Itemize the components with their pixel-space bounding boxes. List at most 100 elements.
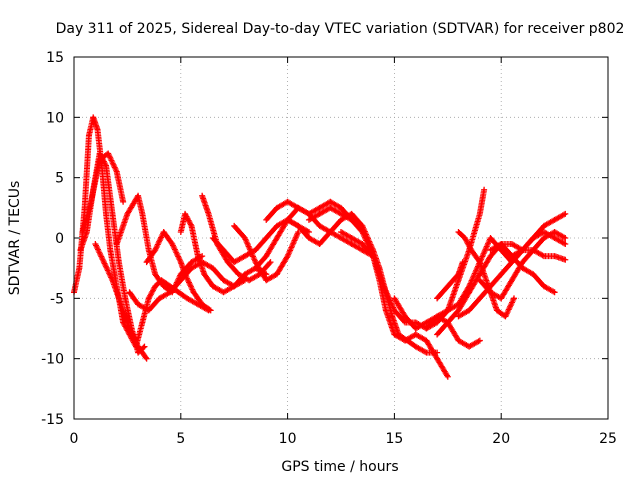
data-point xyxy=(423,337,430,344)
data-point xyxy=(145,247,152,254)
data-point xyxy=(468,247,475,254)
trail-point xyxy=(472,269,479,276)
y-tick-label: 15 xyxy=(46,50,64,66)
trail-point xyxy=(290,240,297,247)
trail-point xyxy=(361,234,368,241)
data-point xyxy=(519,265,526,272)
data-point xyxy=(284,198,291,205)
data-point xyxy=(348,235,355,241)
trail-point xyxy=(539,252,546,259)
data-point xyxy=(455,307,462,314)
data-point xyxy=(188,265,195,272)
trail-point xyxy=(103,264,110,271)
x-tick-label: 25 xyxy=(599,431,617,447)
series-sat-g xyxy=(143,228,214,314)
data-point xyxy=(190,289,197,296)
trail-point xyxy=(133,339,140,346)
data-point xyxy=(338,216,344,223)
data-point xyxy=(466,289,473,296)
data-point xyxy=(113,168,120,175)
data-point xyxy=(177,259,184,266)
trail-point xyxy=(93,243,100,250)
trail-point xyxy=(560,240,567,247)
data-point xyxy=(209,235,216,241)
trail-point xyxy=(473,266,480,273)
x-axis-label: GPS time / hours xyxy=(281,459,398,475)
data-point xyxy=(551,289,558,296)
y-tick-label: -15 xyxy=(41,412,64,428)
data-point xyxy=(199,192,206,199)
data-point xyxy=(107,247,114,254)
y-tick-label: 0 xyxy=(55,231,64,247)
trail-point xyxy=(250,254,257,261)
trail-point xyxy=(97,252,104,259)
data-point xyxy=(519,247,526,254)
data-point xyxy=(540,235,547,241)
trail-point xyxy=(387,298,394,305)
trail-point xyxy=(285,250,292,257)
trail-point xyxy=(173,250,180,257)
trail-point xyxy=(171,246,178,253)
data-point xyxy=(382,307,389,314)
trail-point xyxy=(361,233,368,240)
data-point xyxy=(423,349,430,356)
trail-point xyxy=(505,306,512,313)
data-point xyxy=(455,271,462,278)
data-point xyxy=(434,355,441,362)
data-point xyxy=(252,247,259,254)
series-trail xyxy=(339,188,487,331)
trail-point xyxy=(363,237,370,244)
trail-point xyxy=(94,245,101,252)
data-point xyxy=(220,289,227,296)
series-sat-m xyxy=(263,198,355,223)
chart-title: Day 311 of 2025, Sidereal Day-to-day VTE… xyxy=(56,21,625,37)
trail-point xyxy=(99,256,106,263)
trail-point xyxy=(505,307,512,314)
data-point xyxy=(551,235,558,241)
trail-point xyxy=(129,331,136,338)
trail-point xyxy=(182,212,189,219)
data-point xyxy=(152,271,159,278)
trail-point xyxy=(153,244,160,251)
trail-point xyxy=(95,247,102,254)
series-sat-y xyxy=(434,259,466,302)
data-point xyxy=(476,337,483,344)
trail-point xyxy=(383,288,390,295)
data-point xyxy=(96,156,103,163)
data-point xyxy=(455,228,462,235)
trail-point xyxy=(292,234,299,241)
data-point xyxy=(135,343,142,350)
trail-point xyxy=(509,298,516,305)
data-point xyxy=(160,283,167,290)
trail-point xyxy=(174,252,181,259)
data-point xyxy=(498,241,505,248)
trail-point xyxy=(154,241,161,248)
trail-point xyxy=(109,158,116,165)
data-point xyxy=(205,210,212,217)
trail-point xyxy=(389,303,396,310)
trail-point xyxy=(481,249,488,256)
data-point xyxy=(139,210,146,217)
data-point xyxy=(96,150,103,157)
trail-point xyxy=(132,338,139,345)
data-point xyxy=(391,307,398,314)
data-point xyxy=(348,241,355,248)
data-point xyxy=(359,228,366,235)
data-point xyxy=(224,259,231,266)
trail-point xyxy=(390,304,397,311)
data-point xyxy=(209,265,216,272)
series-sat-u xyxy=(455,228,518,320)
x-tick-label: 0 xyxy=(70,431,79,447)
trail-point xyxy=(102,261,109,268)
trail-point xyxy=(188,285,195,292)
data-point xyxy=(338,204,344,211)
trail-point xyxy=(287,246,294,253)
trail-point xyxy=(184,275,191,282)
data-point xyxy=(498,271,505,278)
data-point xyxy=(100,259,107,266)
data-point xyxy=(235,271,242,278)
data-point xyxy=(120,198,127,205)
trail-point xyxy=(480,250,487,257)
data-point xyxy=(194,253,201,260)
